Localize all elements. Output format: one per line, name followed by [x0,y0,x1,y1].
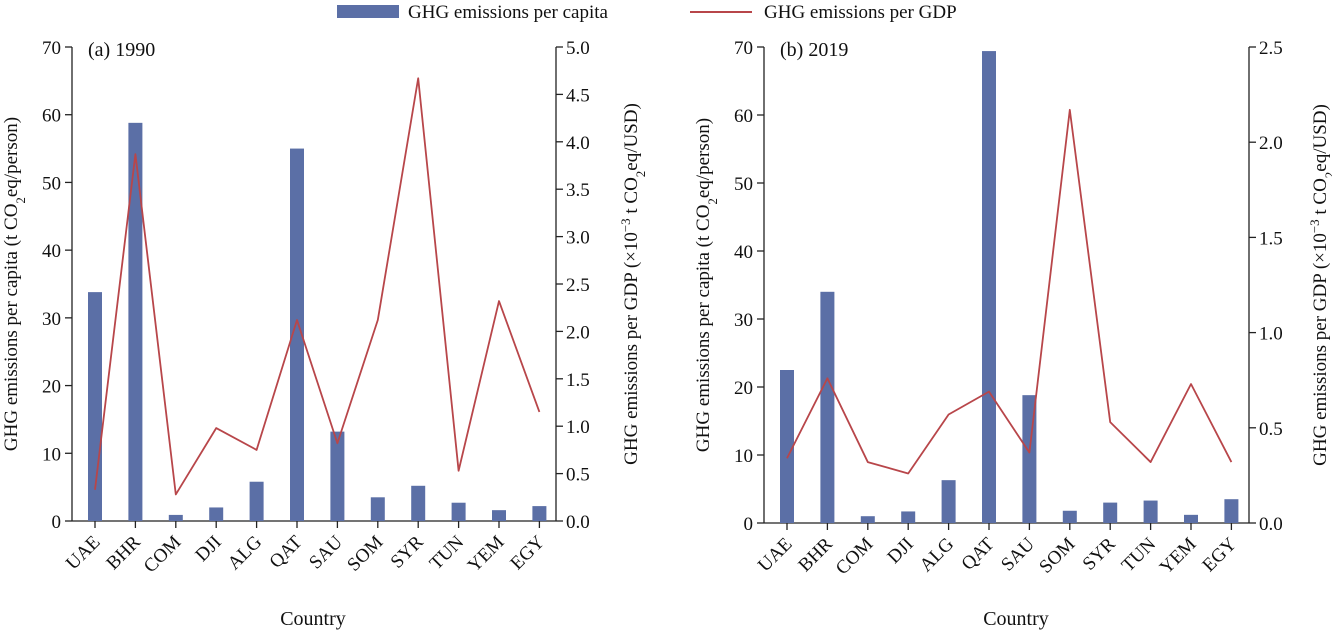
x-tick-label-dji: DJI [191,532,225,566]
right-tick-label: 2.5 [566,275,590,296]
left-tick-label: 40 [42,241,61,262]
x-tick-label-qat: QAT [958,533,999,574]
x-tick-label-syr: SYR [1079,533,1120,574]
bar-syr [411,485,426,521]
right-tick-label: 1.5 [566,370,590,391]
gdp-line [94,77,541,496]
x-tick-label-egy: EGY [506,531,549,574]
left-tick-label: 40 [734,242,753,263]
x-tick-label-uae: UAE [754,534,796,576]
left-tick-label: 60 [42,106,61,127]
left-tick-label: 10 [734,446,753,467]
bar-yem [492,510,506,521]
legend: GHG emissions per capita GHG emissions p… [337,2,957,23]
panel-label: (b) 2019 [780,39,848,61]
bar-som [1062,510,1077,523]
bar-qat [290,148,304,522]
panel-1990: 0 10 20 30 40 50 60 70 0.0 0.5 1.0 1.5 2.0 2.5 3.0 3.5 4… [1,38,648,630]
right-tick-label: 2.0 [566,322,590,343]
left-tick-label: 70 [42,38,61,59]
x-tick-label-som: SOM [1035,534,1079,578]
bar-tun [451,502,466,521]
x-tick-label-bhr: BHR [794,533,837,576]
bar-dji [901,511,916,523]
right-tick-label: 2.0 [1259,133,1283,154]
right-tick-label: 2.5 [1259,38,1283,59]
x-tick-label-yem: YEM [1156,534,1201,579]
x-tick-label-som: SOM [343,532,387,576]
bar-com [168,514,183,521]
x-tick-label-dji: DJI [883,534,917,568]
panel-2019: 0102030405060700.00.51.01.52.02.5UAEBHRC… [693,38,1332,630]
right-tick-label: 1.0 [1259,324,1283,345]
bar-egy [1224,499,1239,523]
right-tick-label: 1.0 [566,417,590,438]
right-axis-label: GHG emissions per GDP (×10−3 t CO2eq/USD… [618,103,648,465]
gdp-line [786,108,1233,475]
left-tick-label: 20 [42,377,61,398]
x-tick-label-alg: ALG [916,533,959,576]
left-tick-label: 20 [734,378,753,399]
x-tick-label-tun: TUN [426,531,469,574]
bar-sau [330,431,345,521]
bar-com [860,516,875,523]
legend-line-label: GHG emissions per GDP [764,2,957,23]
x-tick-label-yem: YEM [464,532,509,577]
bar-syr [1103,502,1118,523]
x-tick-label-alg: ALG [224,531,267,574]
x-tick-label-egy: EGY [1198,533,1241,576]
right-tick-label: 4.5 [566,85,590,106]
x-tick-label-sau: SAU [305,531,347,573]
bar-bhr [820,291,835,523]
bar-som [370,497,385,521]
right-tick-label: 5.0 [566,38,590,59]
x-tick-label-bhr: BHR [102,531,145,574]
right-tick-label: 3.5 [566,180,590,201]
right-tick-label: 0.5 [566,465,590,486]
x-tick-label-com: COM [140,532,186,578]
bar-alg [941,480,956,523]
panel-label: (a) 1990 [88,39,155,61]
right-tick-label: 3.0 [566,228,590,249]
left-tick-label: 60 [734,106,753,127]
bar-qat [982,51,996,524]
bar-dji [209,507,224,521]
left-tick-label: 10 [42,444,61,465]
x-tick-label-uae: UAE [62,532,104,574]
right-tick-label: 0.0 [566,512,590,533]
bar-yem [1184,514,1198,523]
left-tick-label: 50 [42,173,61,194]
right-tick-label: 1.5 [1259,228,1283,249]
bar-alg [249,481,264,521]
left-tick-label: 70 [734,38,753,59]
left-tick-label: 0 [52,512,62,533]
x-tick-label-qat: QAT [266,531,307,572]
right-axis-label: GHG emissions per GDP (×10−3 t CO2eq/USD… [1307,104,1332,466]
left-tick-label: 30 [734,310,753,331]
x-axis-label: Country [983,608,1049,630]
right-tick-label: 4.0 [566,133,590,154]
left-tick-label: 30 [42,309,61,330]
legend-bar-label: GHG emissions per capita [408,2,609,23]
left-axis-label: GHG emissions per capita (t CO2eq/person… [693,118,720,452]
bar-uae [780,370,794,523]
left-axis-label: GHG emissions per capita (t CO2eq/person… [1,117,28,451]
x-tick-label-syr: SYR [387,531,428,572]
x-tick-label-com: COM [832,534,878,580]
left-tick-label: 0 [744,514,754,535]
bar-bhr [128,122,143,521]
legend-bar-swatch [337,5,399,18]
x-tick-label-sau: SAU [997,533,1039,575]
bar-egy [532,506,547,521]
left-tick-label: 50 [734,174,753,195]
right-tick-label: 0.5 [1259,419,1283,440]
x-tick-label-tun: TUN [1118,533,1161,576]
x-axis-label: Country [280,608,346,630]
right-tick-label: 0.0 [1259,514,1283,535]
bar-tun [1143,500,1158,523]
